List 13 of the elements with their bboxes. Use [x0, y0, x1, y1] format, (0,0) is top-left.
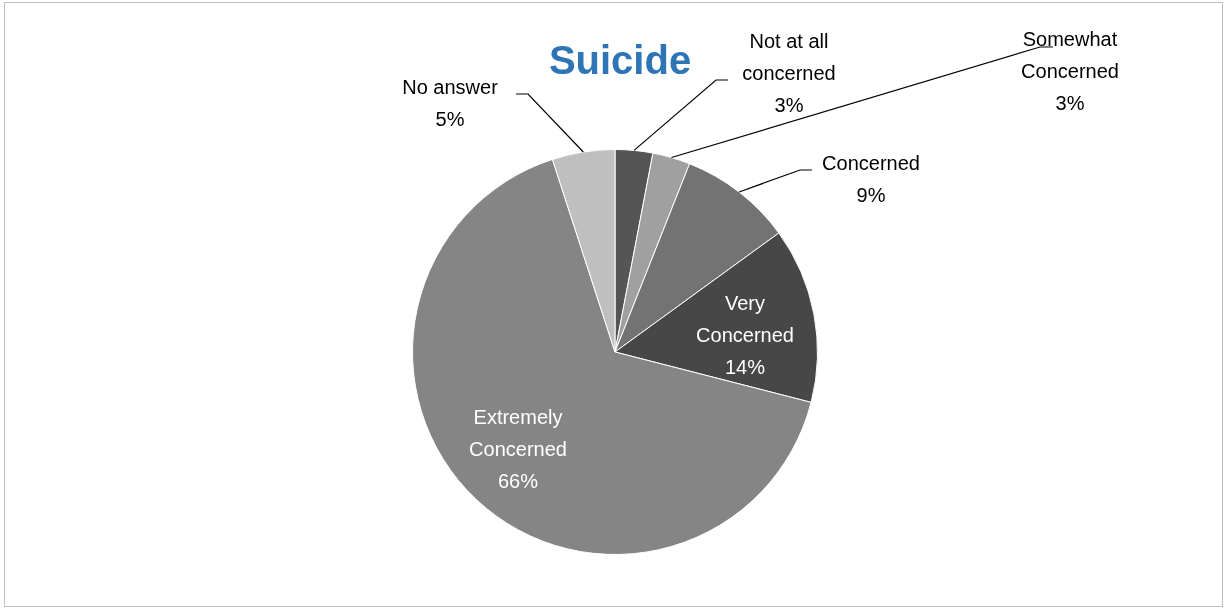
data-label: 3% [774, 94, 804, 116]
data-label: 5% [435, 108, 465, 130]
data-label: 3% [1055, 92, 1085, 114]
chart-title: Suicide [548, 38, 692, 82]
slice-label: Very Concerned [696, 292, 794, 346]
slice-label: Somewhat Concerned [1021, 28, 1119, 82]
data-label: 66% [497, 470, 539, 492]
data-label: 9% [856, 184, 886, 206]
data-label: 14% [724, 356, 766, 378]
slice-label: Concerned [822, 152, 920, 174]
slice-label: No answer [402, 76, 499, 98]
slice-label: Extremely Concerned [469, 406, 567, 460]
slice-label: Not at all concerned [742, 30, 836, 84]
